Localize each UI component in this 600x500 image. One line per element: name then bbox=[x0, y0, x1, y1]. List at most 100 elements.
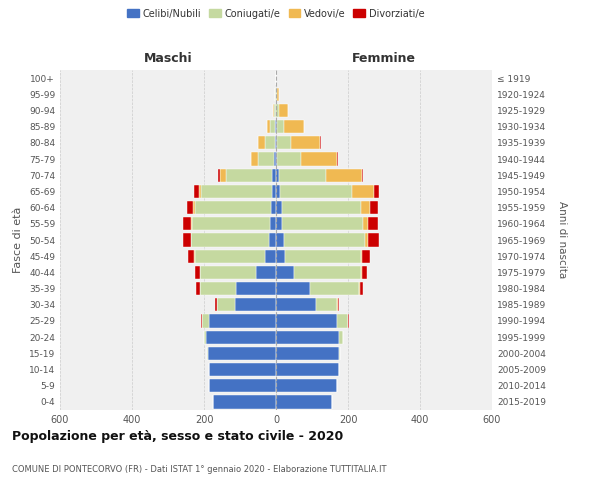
Bar bbox=[277, 136, 292, 149]
Bar bbox=[251, 152, 258, 166]
Bar bbox=[301, 152, 337, 166]
Bar bbox=[270, 120, 275, 134]
Bar bbox=[193, 201, 195, 214]
Bar bbox=[209, 363, 276, 376]
Bar bbox=[276, 298, 316, 312]
Bar bbox=[276, 217, 283, 230]
Bar bbox=[316, 298, 337, 312]
Bar bbox=[276, 346, 339, 360]
Bar bbox=[200, 282, 236, 295]
Bar bbox=[277, 88, 279, 101]
Bar bbox=[274, 104, 275, 117]
Bar bbox=[187, 201, 193, 214]
Bar bbox=[279, 168, 326, 182]
Bar bbox=[361, 250, 362, 263]
Bar bbox=[209, 379, 276, 392]
Bar bbox=[204, 330, 206, 344]
Bar bbox=[206, 330, 276, 344]
Bar bbox=[276, 379, 337, 392]
Bar bbox=[183, 234, 191, 246]
Bar bbox=[268, 120, 270, 134]
Bar bbox=[276, 250, 285, 263]
Bar bbox=[226, 168, 272, 182]
Bar bbox=[361, 266, 362, 279]
Bar bbox=[195, 201, 271, 214]
Bar bbox=[337, 152, 338, 166]
Bar bbox=[277, 104, 279, 117]
Bar bbox=[269, 234, 276, 246]
Bar bbox=[236, 282, 276, 295]
Bar bbox=[183, 217, 191, 230]
Bar bbox=[362, 250, 370, 263]
Bar bbox=[339, 330, 343, 344]
Bar bbox=[200, 266, 256, 279]
Text: COMUNE DI PONTECORVO (FR) - Dati ISTAT 1° gennaio 2020 - Elaborazione TUTTITALIA: COMUNE DI PONTECORVO (FR) - Dati ISTAT 1… bbox=[12, 465, 386, 474]
Bar bbox=[209, 314, 276, 328]
Bar bbox=[202, 185, 272, 198]
Bar bbox=[370, 201, 378, 214]
Bar bbox=[235, 298, 276, 312]
Bar bbox=[274, 152, 276, 166]
Bar bbox=[269, 217, 276, 230]
Bar bbox=[374, 185, 379, 198]
Bar bbox=[220, 168, 226, 182]
Bar bbox=[337, 314, 348, 328]
Bar bbox=[362, 266, 367, 279]
Bar bbox=[256, 266, 276, 279]
Text: Maschi: Maschi bbox=[143, 52, 193, 65]
Legend: Celibi/Nubili, Coniugati/e, Vedovi/e, Divorziati/e: Celibi/Nubili, Coniugati/e, Vedovi/e, Di… bbox=[124, 5, 428, 22]
Bar bbox=[276, 136, 277, 149]
Bar bbox=[276, 152, 277, 166]
Bar bbox=[276, 234, 284, 246]
Bar bbox=[283, 217, 364, 230]
Bar bbox=[192, 217, 269, 230]
Bar bbox=[368, 234, 379, 246]
Bar bbox=[284, 234, 365, 246]
Bar bbox=[276, 185, 280, 198]
Bar bbox=[273, 104, 274, 117]
Bar bbox=[285, 250, 361, 263]
Bar bbox=[275, 120, 276, 134]
Bar bbox=[280, 185, 352, 198]
Bar bbox=[191, 217, 192, 230]
Y-axis label: Fasce di età: Fasce di età bbox=[13, 207, 23, 273]
Bar bbox=[272, 168, 276, 182]
Bar bbox=[213, 396, 276, 408]
Bar bbox=[276, 201, 282, 214]
Bar bbox=[194, 250, 195, 263]
Bar bbox=[258, 152, 274, 166]
Bar bbox=[364, 217, 368, 230]
Bar bbox=[272, 185, 276, 198]
Bar bbox=[208, 346, 276, 360]
Bar bbox=[338, 298, 340, 312]
Bar bbox=[194, 266, 200, 279]
Bar bbox=[191, 234, 269, 246]
Bar bbox=[326, 168, 362, 182]
Bar bbox=[276, 330, 339, 344]
Bar bbox=[292, 136, 320, 149]
Bar bbox=[361, 201, 370, 214]
Bar bbox=[217, 298, 235, 312]
Bar bbox=[310, 282, 359, 295]
Bar bbox=[215, 298, 217, 312]
Bar bbox=[218, 168, 220, 182]
Text: Popolazione per età, sesso e stato civile - 2020: Popolazione per età, sesso e stato civil… bbox=[12, 430, 343, 443]
Bar bbox=[276, 396, 332, 408]
Bar bbox=[276, 120, 277, 134]
Bar bbox=[196, 282, 200, 295]
Bar bbox=[265, 250, 276, 263]
Y-axis label: Anni di nascita: Anni di nascita bbox=[557, 202, 567, 278]
Bar bbox=[276, 282, 310, 295]
Bar bbox=[271, 201, 276, 214]
Bar bbox=[365, 234, 368, 246]
Bar bbox=[282, 201, 361, 214]
Bar bbox=[202, 314, 209, 328]
Bar bbox=[194, 185, 199, 198]
Bar bbox=[276, 266, 294, 279]
Bar bbox=[362, 168, 364, 182]
Bar bbox=[277, 120, 284, 134]
Bar bbox=[359, 282, 363, 295]
Bar bbox=[277, 152, 301, 166]
Bar bbox=[276, 168, 279, 182]
Text: Femmine: Femmine bbox=[352, 52, 416, 65]
